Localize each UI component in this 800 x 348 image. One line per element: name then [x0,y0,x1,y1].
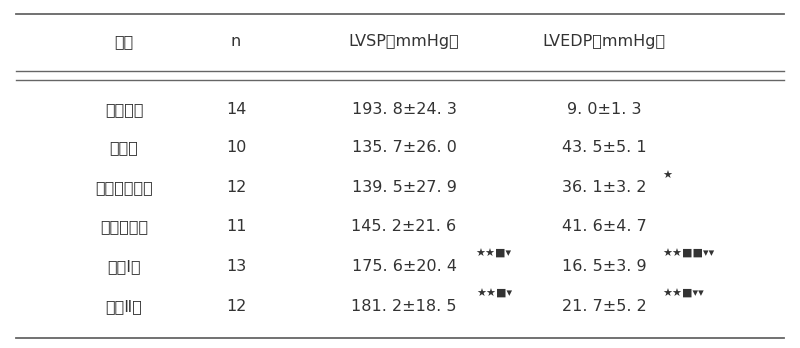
Text: 145. 2±21. 6: 145. 2±21. 6 [351,219,457,234]
Text: 36. 1±3. 2: 36. 1±3. 2 [562,180,646,196]
Text: 假手术组: 假手术组 [105,102,143,117]
Text: 135. 7±26. 0: 135. 7±26. 0 [351,140,457,156]
Text: LVEDP（mmHg）: LVEDP（mmHg） [542,34,666,49]
Text: 13: 13 [226,259,246,274]
Text: 14: 14 [226,102,246,117]
Text: 12: 12 [226,299,246,314]
Text: 模型组: 模型组 [110,140,138,156]
Text: LVSP（mmHg）: LVSP（mmHg） [349,34,459,49]
Text: 复方Ⅰ组: 复方Ⅰ组 [107,259,141,274]
Text: 193. 8±24. 3: 193. 8±24. 3 [351,102,457,117]
Text: 41. 6±4. 7: 41. 6±4. 7 [562,219,646,234]
Text: 组别: 组别 [114,34,134,49]
Text: 12: 12 [226,180,246,196]
Text: 10: 10 [226,140,246,156]
Text: ★★■▾: ★★■▾ [476,249,512,259]
Text: ★★■▾▾: ★★■▾▾ [662,289,705,299]
Text: 139. 5±27. 9: 139. 5±27. 9 [351,180,457,196]
Text: ★: ★ [662,171,673,181]
Text: ★★■■▾▾: ★★■■▾▾ [662,249,715,259]
Text: 43. 5±5. 1: 43. 5±5. 1 [562,140,646,156]
Text: 9. 0±1. 3: 9. 0±1. 3 [566,102,642,117]
Text: 21. 7±5. 2: 21. 7±5. 2 [562,299,646,314]
Text: ★★■▾: ★★■▾ [476,289,512,299]
Text: 16. 5±3. 9: 16. 5±3. 9 [562,259,646,274]
Text: 175. 6±20. 4: 175. 6±20. 4 [351,259,457,274]
Text: 181. 2±18. 5: 181. 2±18. 5 [351,299,457,314]
Text: 11: 11 [226,219,246,234]
Text: 复方Ⅱ组: 复方Ⅱ组 [106,299,142,314]
Text: n: n [231,34,241,49]
Text: 氯吹格雷组: 氯吹格雷组 [100,219,148,234]
Text: 伊伐布雷定组: 伊伐布雷定组 [95,180,153,196]
